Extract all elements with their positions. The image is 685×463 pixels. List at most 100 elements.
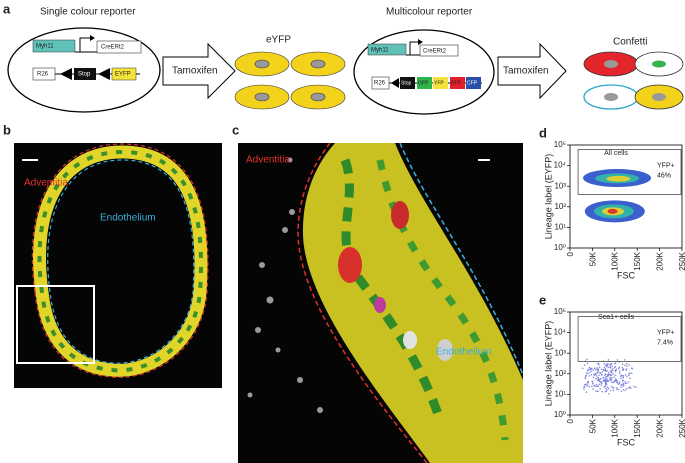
gate-title: Sca1+ cells <box>598 314 634 321</box>
event <box>597 370 600 372</box>
endothelium-line <box>47 159 195 364</box>
event <box>618 366 621 369</box>
event <box>594 367 596 370</box>
event <box>606 364 608 366</box>
event <box>609 378 611 381</box>
event <box>614 362 617 364</box>
event <box>607 387 610 390</box>
event <box>598 374 600 377</box>
event <box>597 377 600 379</box>
event <box>613 376 615 378</box>
event <box>599 381 602 384</box>
gene-label: Myh11 <box>371 48 389 54</box>
event <box>621 366 624 369</box>
event <box>607 359 610 361</box>
event <box>606 388 608 391</box>
event <box>603 380 605 382</box>
region-label: Endothelium <box>100 213 156 224</box>
event <box>599 378 601 381</box>
event <box>620 377 622 380</box>
event <box>590 370 593 373</box>
background-nuclei <box>247 157 323 413</box>
event <box>610 380 613 382</box>
x-tick-label: 50K <box>588 251 597 266</box>
event <box>622 368 625 370</box>
gate-percent: 46% <box>657 172 671 179</box>
event <box>599 388 601 390</box>
gene-label: EYFP <box>115 72 131 78</box>
event <box>596 367 599 369</box>
event <box>604 385 607 388</box>
event <box>607 380 610 383</box>
gene-label: RFP <box>451 80 462 86</box>
event <box>608 371 610 374</box>
arrow-label: Tamoxifen <box>172 66 218 77</box>
x-tick-label: 200K <box>656 251 665 270</box>
region-label: Endothelium <box>436 347 492 358</box>
event <box>604 382 607 385</box>
event <box>601 374 603 376</box>
y-tick-label: 10⁴ <box>554 161 567 170</box>
event <box>604 387 607 390</box>
y-axis-label: Lineage label (EYFP) <box>543 321 553 407</box>
event <box>628 364 630 366</box>
gene-label: R26 <box>374 81 386 87</box>
result-label: eYFP <box>266 35 291 46</box>
gene-label: Stop <box>401 80 412 86</box>
gene-box <box>32 39 76 53</box>
vessel-wall <box>302 143 523 463</box>
gene-box <box>417 77 432 89</box>
event <box>595 377 597 380</box>
event <box>581 367 584 370</box>
event <box>587 380 589 383</box>
event <box>635 386 637 388</box>
event <box>595 369 597 371</box>
event <box>614 380 617 382</box>
event <box>595 383 598 386</box>
event <box>622 382 625 384</box>
event <box>622 369 624 371</box>
event <box>598 383 601 386</box>
event <box>584 385 586 388</box>
event <box>586 358 588 360</box>
event <box>618 372 621 374</box>
gene-box <box>433 77 448 89</box>
loxp <box>391 78 399 88</box>
event <box>586 385 588 387</box>
event <box>611 387 614 389</box>
event <box>614 370 617 373</box>
event <box>588 371 591 374</box>
panel-label: d <box>539 125 547 140</box>
gene-box <box>111 67 137 81</box>
result-label: Confetti <box>613 37 647 48</box>
x-axis-label: FSC <box>617 270 636 280</box>
x-tick-label: 0 <box>566 418 575 423</box>
event <box>626 365 628 367</box>
event <box>609 364 612 367</box>
event <box>620 390 623 392</box>
gene-label: Myh11 <box>36 44 54 50</box>
event <box>588 375 590 377</box>
event <box>592 381 594 383</box>
event <box>625 362 628 365</box>
event <box>606 375 609 378</box>
gene-label: CFP <box>467 80 478 86</box>
event <box>600 384 603 386</box>
event <box>600 368 603 371</box>
event <box>598 363 600 366</box>
event <box>616 381 618 384</box>
event <box>625 382 628 385</box>
event <box>628 374 630 377</box>
event <box>605 377 607 379</box>
cell-outline <box>7 27 161 113</box>
event <box>618 370 621 373</box>
event <box>626 387 628 390</box>
event <box>631 367 634 370</box>
event <box>609 363 612 366</box>
loxp <box>60 68 72 80</box>
gene-box <box>74 68 96 80</box>
event <box>605 383 608 386</box>
region-label: Adventitia <box>24 178 68 189</box>
event <box>617 388 620 391</box>
event <box>596 368 599 371</box>
